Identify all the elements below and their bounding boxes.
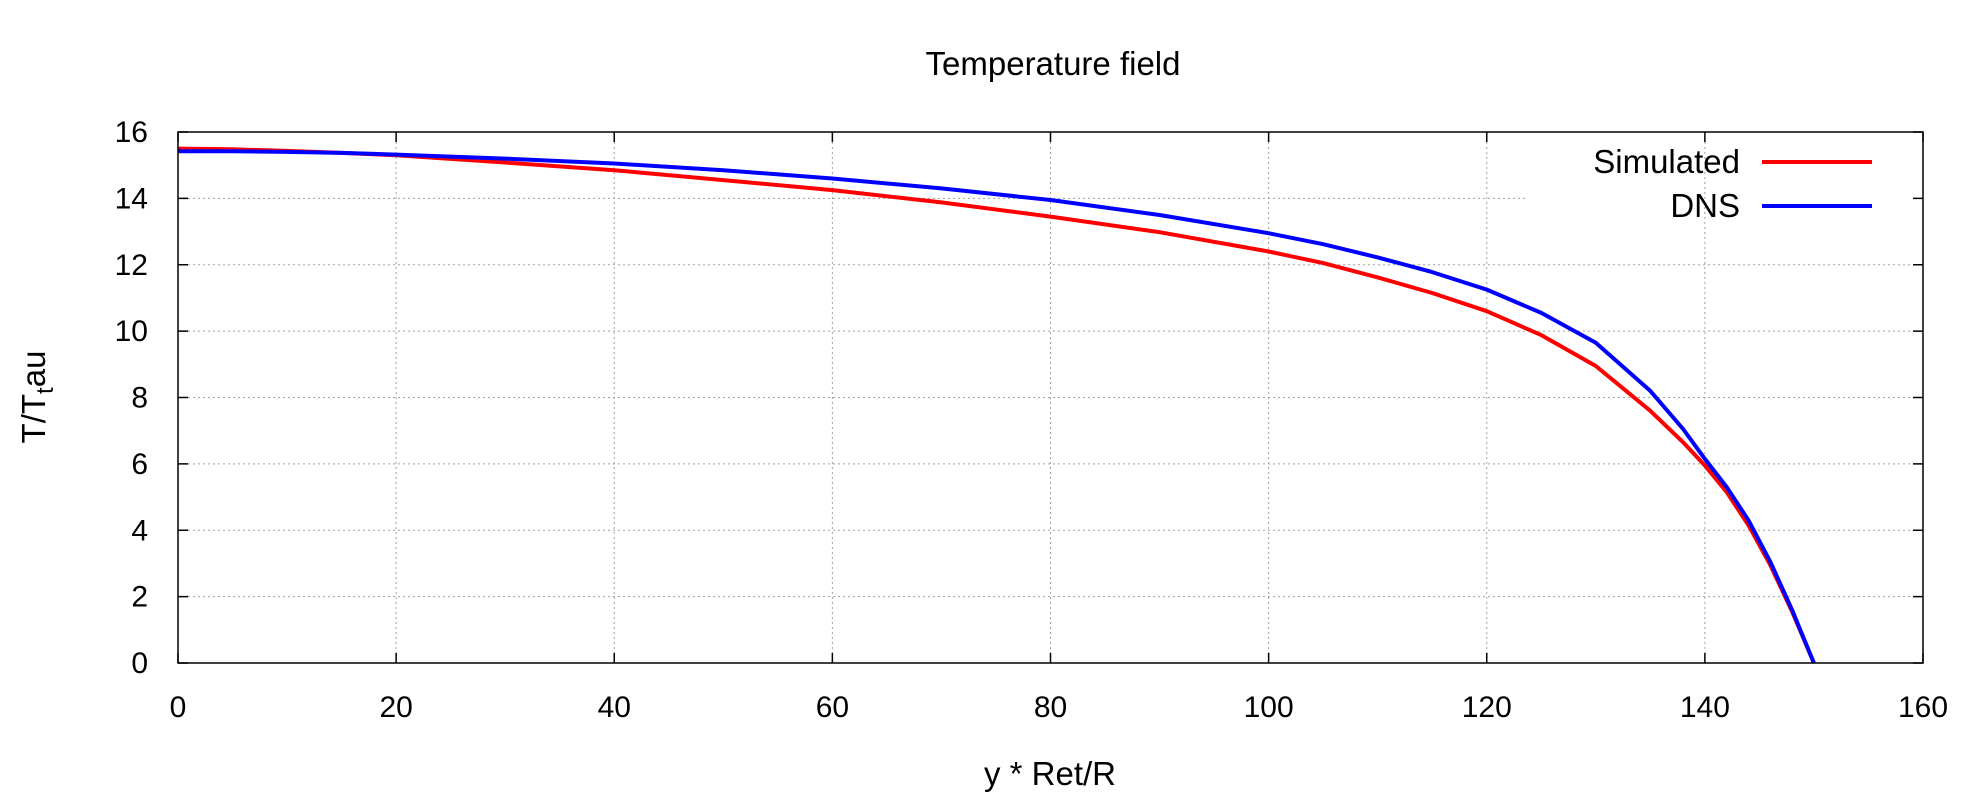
chart-title: Temperature field [926, 45, 1181, 82]
x-tick-label: 40 [598, 691, 631, 724]
legend-label-dns: DNS [1670, 187, 1740, 224]
x-tick-label: 160 [1898, 691, 1948, 724]
y-axis-label: T/Ttau [15, 351, 59, 444]
y-axis-label-main: T/T [15, 394, 52, 443]
y-tick-label: 8 [131, 382, 148, 415]
axis-ticks [177, 131, 1924, 664]
legend: Simulated DNS [1593, 143, 1872, 224]
y-axis-label-sub: t [32, 387, 59, 394]
y-tick-label: 4 [131, 514, 148, 547]
x-tick-label: 0 [170, 691, 187, 724]
x-tick-label: 60 [816, 691, 849, 724]
y-tick-label: 14 [115, 182, 148, 215]
x-tick-label: 20 [379, 691, 412, 724]
y-tick-label: 10 [115, 315, 148, 348]
x-tick-label: 80 [1034, 691, 1067, 724]
series-lines [177, 146, 1816, 664]
grid-lines [178, 132, 1923, 663]
y-tick-label: 2 [131, 581, 148, 614]
legend-label-simulated: Simulated [1593, 143, 1740, 180]
y-tick-label: 6 [131, 448, 148, 481]
x-tick-label: 100 [1244, 691, 1294, 724]
y-axis-label-tail: au [15, 351, 52, 388]
series-line-simulated [177, 146, 1816, 664]
series-line-dns [178, 149, 1816, 664]
x-tick-label: 120 [1462, 691, 1512, 724]
tick-labels: 0 20 40 60 80 100 120 140 160 0 2 4 6 8 10 12 14 16 [115, 116, 1948, 724]
x-tick-label: 140 [1680, 691, 1730, 724]
y-tick-label: 16 [115, 116, 148, 149]
y-tick-label: 0 [131, 647, 148, 680]
y-tick-label: 12 [115, 249, 148, 282]
x-axis-label: y * Ret/R [984, 755, 1116, 792]
